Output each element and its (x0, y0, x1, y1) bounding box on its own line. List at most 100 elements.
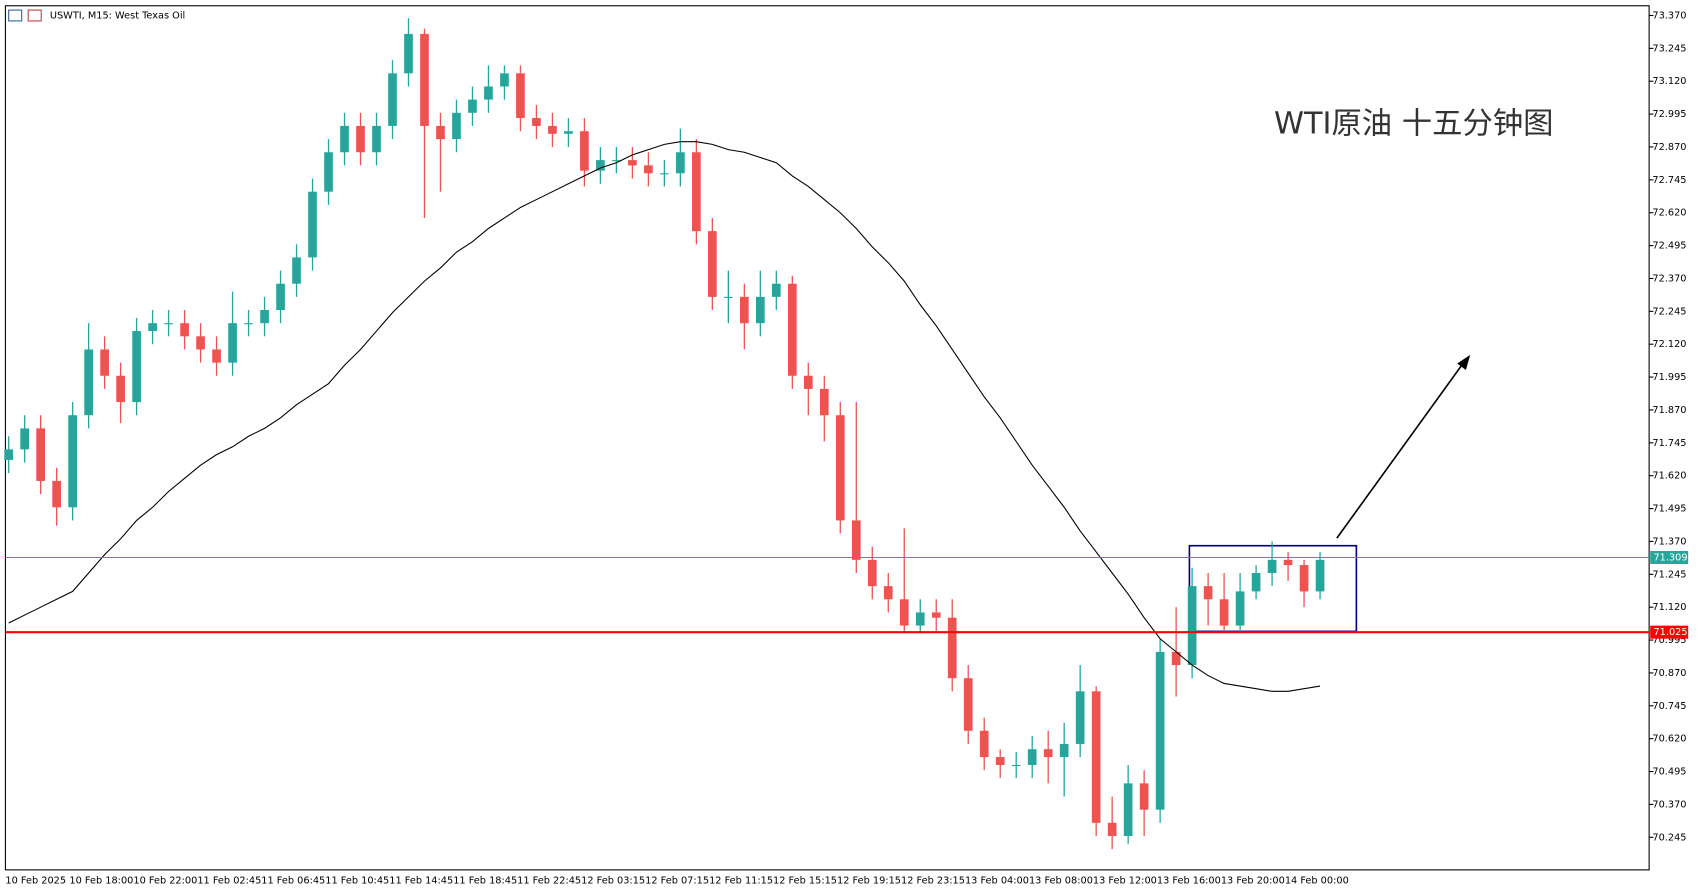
x-tick-label: 11 Feb 10:45 (325, 876, 389, 887)
y-tick-label: 70.995 (1652, 635, 1686, 646)
candle-body (452, 112, 461, 140)
candle-body (116, 375, 125, 403)
candle-body (372, 125, 381, 153)
candle-body (1027, 749, 1037, 765)
candle-body (899, 599, 909, 626)
price-label-box (1650, 550, 1689, 564)
x-tick-label: 12 Feb 07:15 (645, 876, 709, 887)
candle-body (1299, 565, 1309, 592)
candle-body (4, 449, 14, 460)
candle-body (596, 160, 605, 171)
x-tick-label: 12 Feb 15:15 (773, 876, 837, 887)
y-tick-label: 71.120 (1652, 602, 1686, 613)
candle-body (420, 33, 429, 126)
candle-body (1203, 586, 1213, 600)
candle-body (787, 283, 797, 376)
y-tick-label: 72.120 (1652, 339, 1686, 350)
arrow (1336, 361, 1465, 539)
candle-body (564, 131, 573, 134)
candle-body (915, 612, 925, 626)
candle-body (1315, 559, 1325, 592)
candle-body (1187, 586, 1197, 666)
y-tick-label: 71.620 (1652, 471, 1686, 482)
candle-body (644, 165, 653, 174)
candle-body (244, 323, 253, 325)
candle-body (1107, 822, 1117, 836)
candle-body (324, 152, 333, 192)
candle-body (436, 125, 445, 140)
x-tick-label: 12 Feb 03:15 (581, 876, 645, 887)
y-tick-label: 71.870 (1652, 405, 1686, 416)
candle-body (148, 323, 157, 332)
candle-body (212, 349, 221, 363)
candle-body (308, 191, 317, 258)
candle-body (532, 118, 541, 126)
candle-body (979, 730, 989, 758)
y-tick-label: 73.120 (1652, 76, 1686, 87)
candle-body (1123, 783, 1133, 836)
candle-body (388, 73, 397, 126)
candle-body (739, 296, 749, 324)
y-tick-label: 73.245 (1652, 43, 1686, 54)
candle-body (36, 428, 45, 481)
candle-body (404, 33, 413, 74)
y-tick-label: 70.245 (1652, 832, 1686, 843)
moving-average (8, 141, 1321, 692)
y-tick-label: 70.870 (1652, 668, 1686, 679)
candle-body (995, 757, 1005, 765)
candle-body (867, 559, 877, 587)
candle-body (164, 323, 173, 325)
price-label: 71.309 (1653, 552, 1687, 563)
candle-body (708, 231, 717, 297)
x-tick-label: 13 Feb 20:00 (1221, 876, 1285, 887)
candle-body (883, 586, 893, 600)
candle-body (723, 296, 733, 298)
y-tick-label: 71.495 (1652, 504, 1686, 515)
candle-body (1171, 651, 1181, 666)
y-tick-label: 71.245 (1652, 569, 1686, 580)
candle-body (676, 152, 685, 174)
candle-body (1075, 691, 1085, 744)
y-tick-label: 72.995 (1652, 109, 1686, 120)
candle-body (196, 336, 205, 350)
candle-body (819, 388, 829, 416)
x-tick-label: 12 Feb 23:15 (901, 876, 965, 887)
price-label-box (1650, 625, 1689, 639)
x-tick-label: 13 Feb 16:00 (1157, 876, 1221, 887)
y-tick-label: 72.495 (1652, 241, 1686, 252)
candle-body (292, 257, 301, 284)
y-tick-label: 71.995 (1652, 372, 1686, 383)
candle-body (52, 480, 61, 508)
candle-body (340, 125, 349, 153)
annotation: WTI原油 十五分钟图 (1274, 107, 1554, 142)
candle-body (1267, 559, 1277, 573)
x-tick-label: 13 Feb 12:00 (1093, 876, 1157, 887)
icon (8, 9, 23, 22)
x-tick-label: 11 Feb 06:45 (261, 876, 325, 887)
y-tick-label: 72.370 (1652, 273, 1686, 284)
candle-body (1091, 691, 1101, 823)
candle-body (692, 152, 701, 232)
candle-body (1155, 651, 1165, 810)
price-label: 71.025 (1653, 627, 1687, 638)
y-tick-label: 72.745 (1652, 175, 1686, 186)
candle-body (260, 310, 269, 324)
candle-body (1139, 783, 1149, 810)
x-tick-label: 10 Feb 18:00 (69, 876, 133, 887)
candle-body (628, 160, 637, 166)
candle-body (612, 160, 621, 162)
y-tick-label: 72.620 (1652, 208, 1686, 219)
candle-body (1219, 599, 1229, 626)
icon (27, 9, 42, 22)
candle-body (180, 323, 189, 337)
y-tick-label: 72.245 (1652, 306, 1686, 317)
y-tick-label: 71.370 (1652, 536, 1686, 547)
x-tick-label: 11 Feb 14:45 (389, 876, 453, 887)
x-tick-label: 12 Feb 19:15 (837, 876, 901, 887)
candle-body (835, 415, 845, 521)
candle-body (468, 99, 477, 113)
candle-body (1043, 749, 1053, 758)
x-tick-label: 13 Feb 08:00 (1029, 876, 1093, 887)
candle-body (500, 73, 509, 87)
